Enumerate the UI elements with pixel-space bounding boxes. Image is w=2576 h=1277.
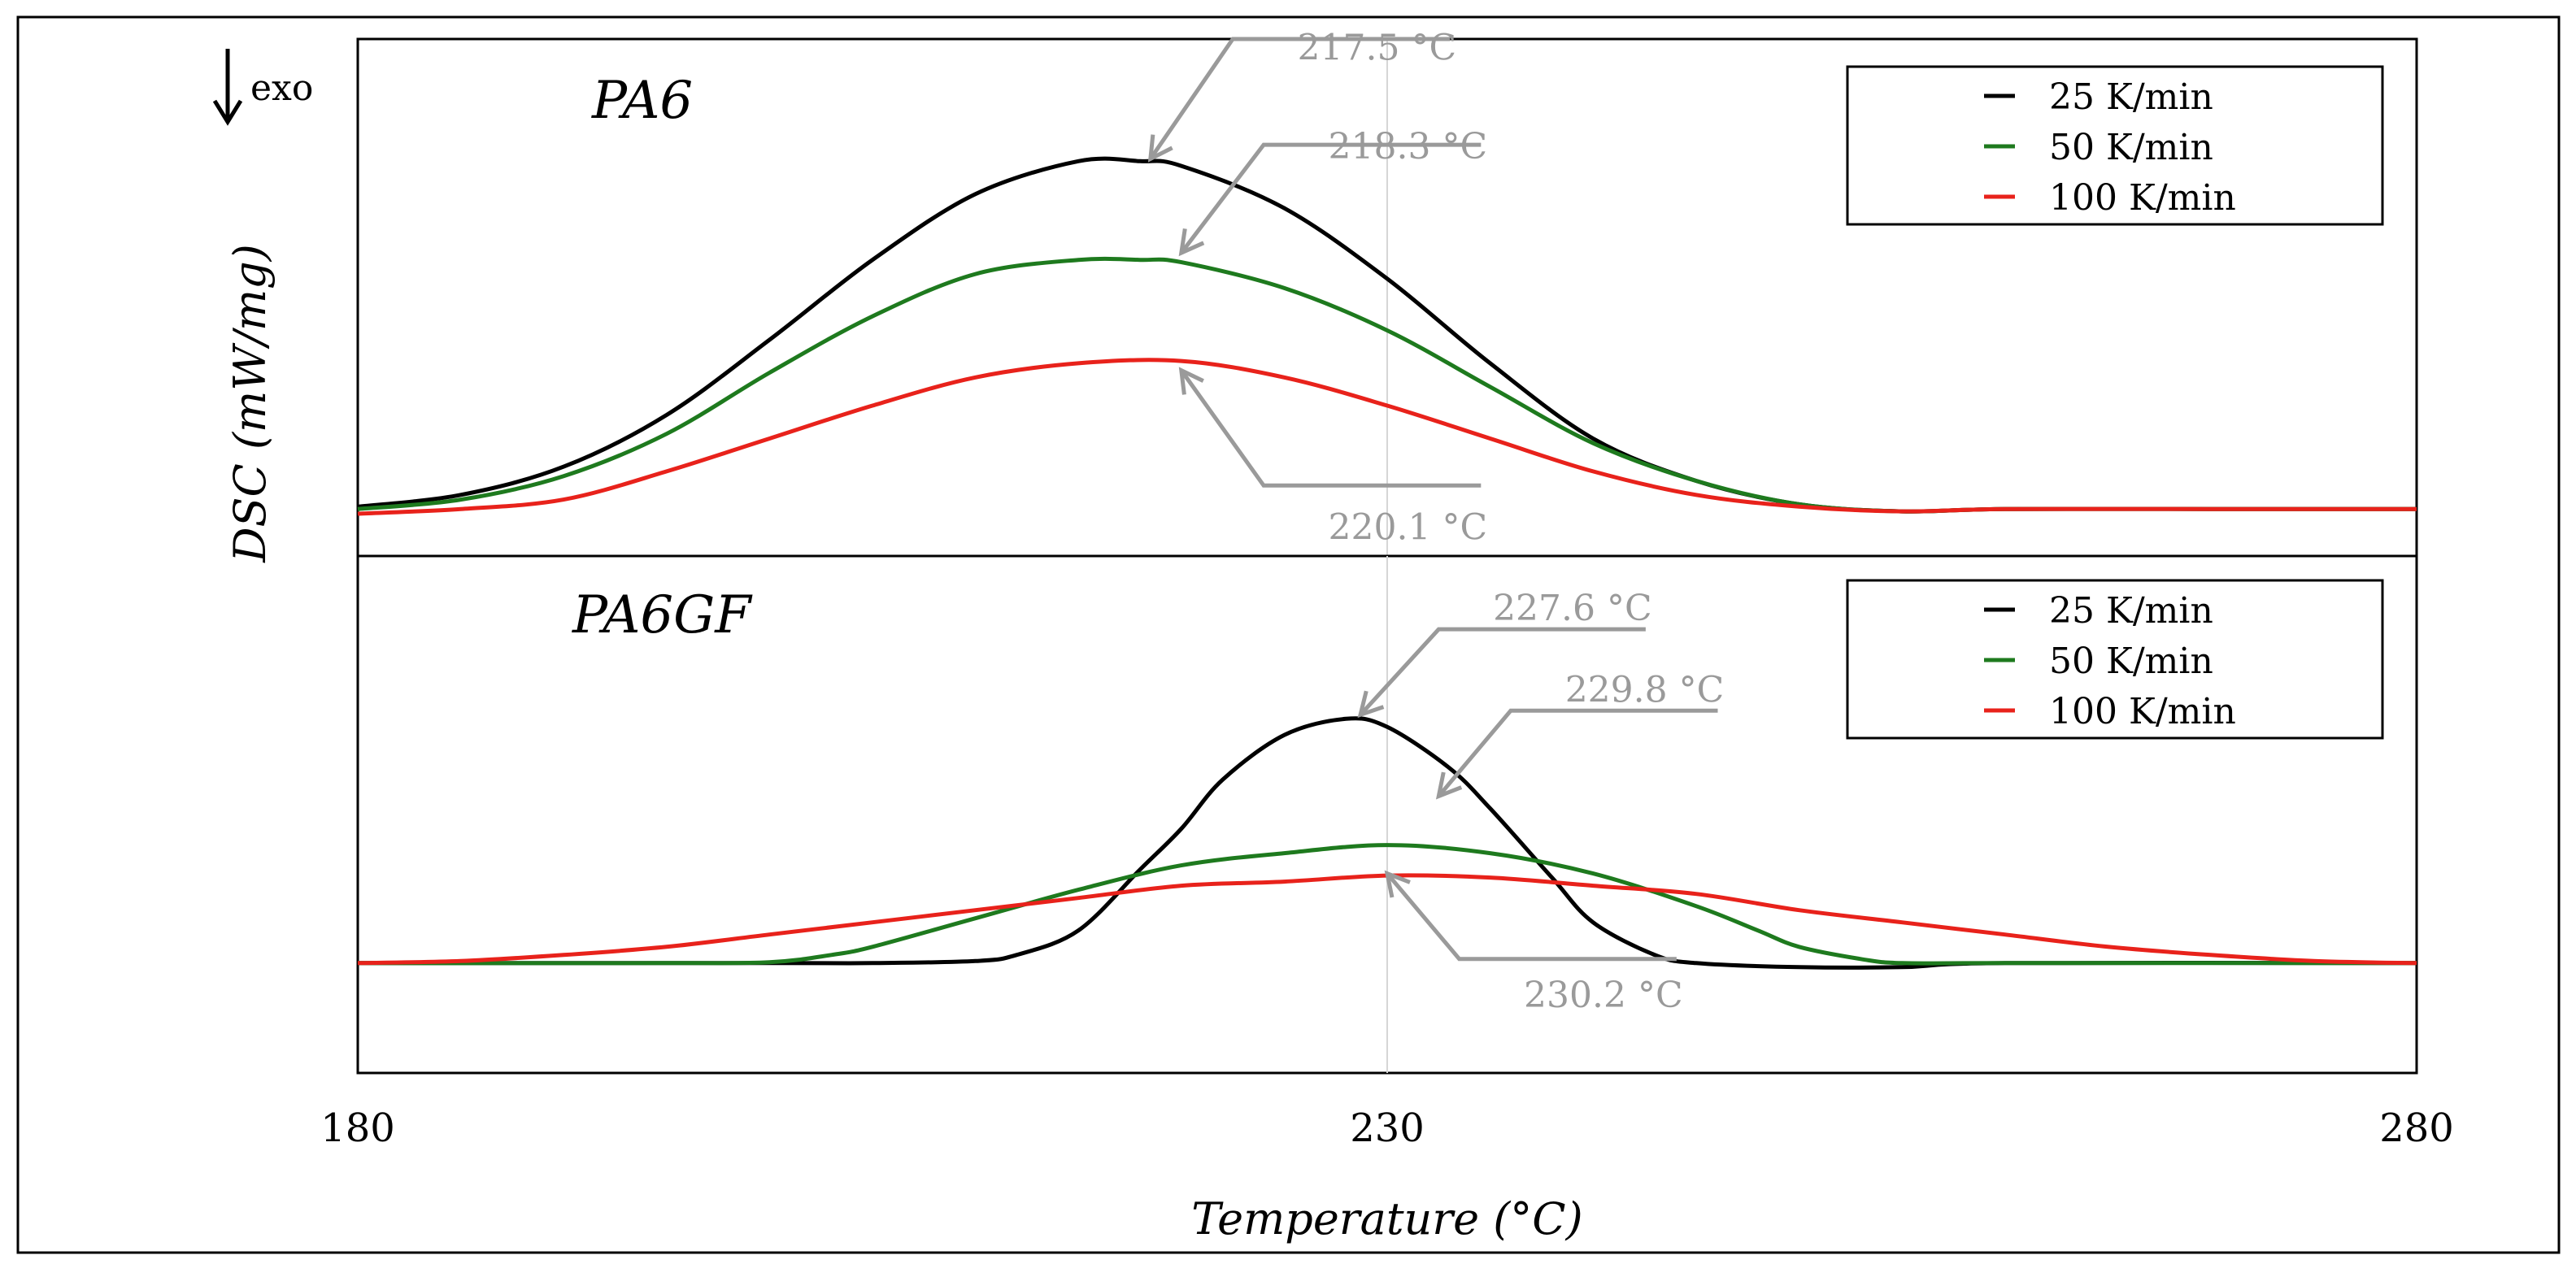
legend-box	[1846, 579, 2384, 740]
legend-label: 50 K/min	[2049, 641, 2213, 682]
exo-arrow-head	[212, 99, 243, 126]
peak-annotation-label: 218.3 °C	[1329, 126, 1488, 167]
series-line-100-k-min	[357, 358, 2417, 516]
peak-annotation-label: 229.8 °C	[1565, 669, 1725, 710]
x-tick-label: 180	[320, 1105, 395, 1151]
annotation-arrow-head	[1147, 134, 1173, 163]
panel-pa6: 217.5 °C 218.3 °C 220.1 °C PA6 25 K/min 50…	[356, 28, 2418, 558]
peak-annotation-label: 220.1 °C	[1329, 506, 1488, 548]
annotation-arrow	[1386, 872, 1677, 962]
panel-title: PA6	[591, 71, 693, 131]
legend-label: 100 K/min	[2049, 177, 2236, 219]
legend-box	[1846, 65, 2384, 226]
x-tick-labels: 180 230 280	[320, 1105, 2454, 1151]
exo-label: exo	[250, 67, 313, 109]
annotation-arrow	[1179, 369, 1482, 488]
legend-label: 50 K/min	[2049, 127, 2213, 168]
legend-label: 100 K/min	[2049, 691, 2236, 732]
series-group	[357, 156, 2417, 516]
annotation-group: 227.6 °C 229.8 °C 230.2 °C	[1357, 588, 1725, 1016]
annotation-arrow	[1148, 37, 1451, 160]
annotation-arrow	[1179, 142, 1482, 254]
series-line-50-k-min	[357, 843, 2417, 966]
legend-label: 25 K/min	[2049, 590, 2213, 632]
x-tick-label: 230	[1350, 1105, 1425, 1151]
figure-frame	[16, 15, 2561, 1254]
annotation-arrow-head	[1178, 367, 1204, 395]
panel-pa6gf: 227.6 °C 229.8 °C 230.2 °C PA6GF 25 K/min …	[356, 554, 2418, 1075]
legend: 25 K/min 50 K/min 100 K/min	[1846, 65, 2384, 226]
legend-label: 25 K/min	[2049, 76, 2213, 118]
annotation-group: 217.5 °C 218.3 °C 220.1 °C	[1147, 28, 1488, 548]
annotation-arrow-head	[1357, 690, 1385, 719]
x-axis-label: Temperature (°C)	[1191, 1193, 1582, 1244]
annotation-arrow	[1437, 708, 1718, 798]
legend: 25 K/min 50 K/min 100 K/min	[1846, 579, 2384, 740]
annotation-arrow	[1359, 627, 1646, 716]
peak-annotation-label: 230.2 °C	[1524, 975, 1683, 1016]
annotation-arrow-head	[1435, 771, 1463, 800]
annotation-arrow-head	[1384, 870, 1411, 898]
panel-title: PA6GF	[572, 585, 753, 645]
series-line-25-k-min	[357, 716, 2417, 970]
peak-annotation-label: 217.5 °C	[1298, 28, 1457, 69]
peak-annotation-label: 227.6 °C	[1493, 588, 1652, 629]
x-tick-label: 280	[2379, 1105, 2454, 1151]
exo-marker: exo	[212, 49, 313, 126]
annotation-arrow-head	[1178, 228, 1205, 257]
y-axis-label: DSC (mW/mg)	[224, 244, 276, 563]
